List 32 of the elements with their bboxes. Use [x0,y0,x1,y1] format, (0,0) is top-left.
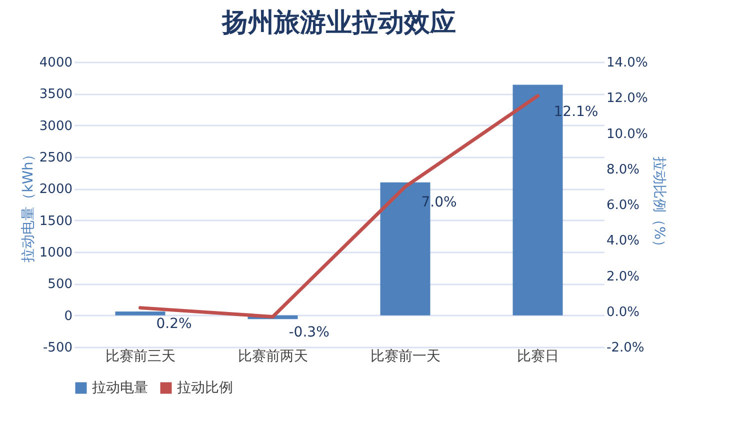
x-tick-label: 比赛前三天 [105,348,176,364]
y-axis-title: 拉动电量（kWh） [20,148,36,262]
y2-axis-title: 拉动比例（%） [650,156,667,254]
y2-tick-label: 0.0% [606,304,640,320]
x-tick-label: 比赛日 [516,348,559,364]
y-tick-label: 2500 [39,150,72,166]
y-tick-label: 500 [48,277,72,292]
legend-label: 拉动比例 [177,380,233,396]
y-tick-label: 3000 [39,118,72,134]
y2-tick-label: 4.0% [606,234,640,249]
data-label: 0.2% [156,316,192,332]
x-tick-label: 比赛前一天 [370,348,440,364]
y2-tick-label: 12.0% [606,91,648,106]
legend-label: 拉动电量 [92,380,148,396]
x-tick-label: 比赛前两天 [238,348,308,364]
y2-tick-label: 14.0% [606,56,648,70]
bar [115,312,166,316]
line-series [138,94,540,318]
y-tick-label: 3500 [39,87,72,102]
data-label: -0.3% [288,324,330,341]
y-tick-label: 2000 [39,182,72,198]
y2-tick-label: 10.0% [606,126,648,142]
y-tick-label: -500 [42,340,72,356]
y-tick-label: 1000 [39,246,72,260]
y-tick-label: 1500 [39,214,72,229]
y2-tick-label: 2.0% [606,269,640,284]
y2-tick-label: 6.0% [606,198,640,213]
y2-tick-label: -2.0% [606,340,644,356]
y2-tick-label: 8.0% [606,162,640,178]
chart-title: 扬州旅游业拉动效应 [221,8,456,38]
y-tick-label: 0 [64,308,72,324]
y-tick-label: 4000 [39,56,72,70]
